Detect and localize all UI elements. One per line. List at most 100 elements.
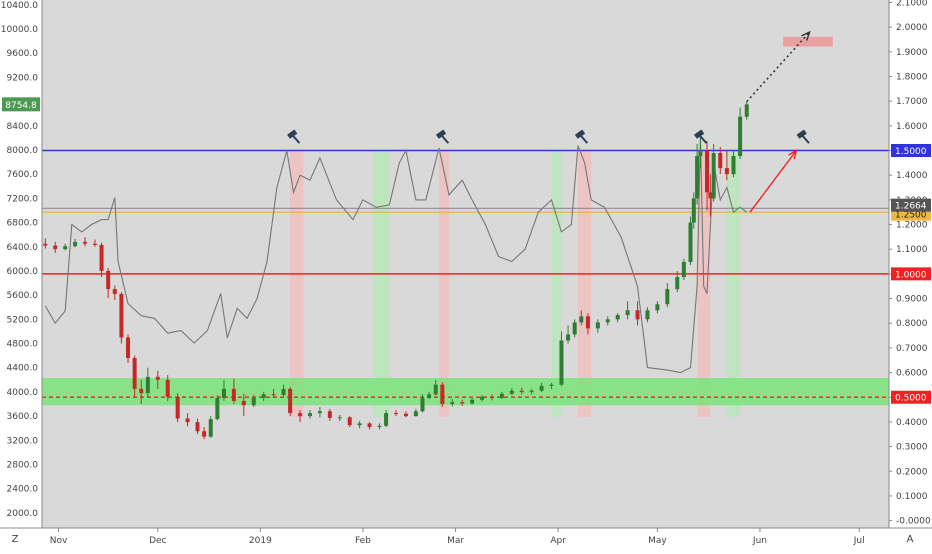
candle-body-29 [288, 388, 293, 414]
left-tick-label: 6000.0 [7, 267, 39, 277]
candle-body-49 [470, 399, 475, 404]
candle-body-20 [208, 419, 213, 437]
candle-body-74 [691, 198, 696, 223]
candle-body-80 [718, 153, 723, 169]
level-tag-bg-3 [891, 390, 931, 404]
hammer-head [287, 129, 298, 139]
left-tick-label: 3600.0 [7, 412, 39, 422]
candle-body-21 [215, 397, 220, 420]
hammer-head [694, 129, 705, 139]
level-tag-label: 1.2664 [895, 202, 927, 212]
right-tick-label: 0.2000 [896, 467, 928, 477]
left-tick-label: 8400.0 [7, 122, 39, 132]
right-tick-label: 0.7000 [896, 344, 928, 354]
candle-body-66 [625, 310, 630, 316]
candle-body-14 [155, 376, 160, 380]
candle-body-18 [195, 422, 200, 432]
hammer-icon [694, 129, 708, 144]
left-tick-label: 4800.0 [7, 340, 39, 350]
right-tick-label: 0.1000 [896, 492, 928, 502]
candle-body-48 [460, 402, 465, 404]
right-tick-label: 0.3000 [896, 443, 928, 453]
candle-body-57 [549, 384, 554, 386]
hammer-head [435, 129, 447, 139]
candle-body-81 [724, 168, 729, 175]
candle-body-17 [185, 418, 190, 423]
plot-background [42, 0, 889, 528]
candle-body-8 [112, 289, 117, 294]
right-tick-label: 0.9000 [896, 295, 928, 305]
vertical-band-1 [372, 150, 390, 417]
candle-body-52 [499, 393, 504, 398]
time-axis[interactable]: Nov Dec 2019 Feb Mar Apr May Jun Jul [0, 527, 932, 550]
hammer-handle [801, 134, 810, 144]
target-zone [783, 36, 833, 47]
candle-body-16 [175, 396, 180, 419]
candle-body-5 [92, 243, 97, 245]
candle-body-62 [585, 316, 590, 329]
candle-body-28 [281, 388, 286, 395]
candle-body-55 [529, 390, 534, 392]
x-tick-label: 2019 [249, 536, 272, 546]
left-price-axis[interactable]: 10400.010000.09600.09200.08800.08400.080… [0, 0, 43, 528]
arrow-line-1 [749, 150, 797, 213]
candle-body-6 [99, 244, 104, 271]
left-tick-label: 7200.0 [7, 194, 39, 204]
left-tick-label: 5600.0 [7, 291, 39, 301]
hammer-head [796, 129, 807, 139]
right-tick-label: 1.8000 [896, 72, 928, 82]
candle-body-82 [731, 156, 736, 175]
candle-body-76 [698, 149, 703, 157]
candle-body-75 [695, 156, 700, 199]
candle-body-73 [688, 222, 693, 262]
vertical-band-0 [290, 150, 304, 417]
last-price-label: 8754.8 [5, 101, 37, 111]
candle-body-4 [83, 241, 88, 244]
candle-body-38 [377, 425, 382, 427]
arrow-line-0 [746, 31, 811, 103]
right-tick-label: 0.6000 [896, 369, 928, 379]
corner-label-right[interactable]: A [907, 534, 914, 545]
level-tag-bg-2 [891, 267, 931, 281]
level-tag-bg-0 [891, 144, 931, 158]
left-tick-label: 10000.0 [1, 25, 38, 35]
candle-body-63 [595, 322, 600, 329]
corner-label-left[interactable]: Z [12, 534, 19, 545]
right-tick-label: 1.1000 [896, 245, 928, 255]
x-tick-label: Apr [550, 536, 566, 546]
candle-body-36 [357, 423, 362, 426]
candle-body-0 [43, 243, 48, 246]
candle-body-79 [711, 153, 716, 199]
vertical-bands [290, 150, 741, 417]
left-tick-label: 5200.0 [7, 315, 39, 325]
x-tick-label: Dec [149, 536, 166, 546]
candle-body-68 [645, 310, 650, 320]
oscillator-polyline [44, 138, 748, 374]
candle-body-10 [126, 337, 131, 359]
x-tick-label: Mar [447, 536, 464, 546]
candle-body-45 [433, 384, 438, 395]
candle-body-39 [384, 413, 389, 426]
arrow-head-1 [788, 149, 798, 160]
candle-body-47 [450, 402, 455, 405]
oscillator-line [44, 138, 748, 374]
candle-body-35 [347, 417, 352, 426]
candle-body-83 [738, 116, 743, 157]
level-tag-label: 1.5000 [895, 147, 927, 157]
x-tick-label: Feb [355, 536, 371, 546]
hammer-handle [291, 134, 301, 144]
candle-body-27 [271, 394, 276, 396]
candle-body-46 [440, 384, 445, 405]
candle-body-31 [307, 413, 312, 417]
left-tick-label: 10400.0 [1, 1, 38, 11]
right-ratio-axis[interactable]: 2.1000 2.0000 1.9000 1.8000 1.7000 1.6000 1.50… [888, 0, 932, 528]
right-tick-label: 1.7000 [896, 97, 928, 107]
candle-body-12 [139, 388, 144, 394]
hammer-icon [287, 129, 301, 144]
hammer-handle [698, 134, 708, 144]
candle-body-33 [327, 411, 332, 418]
candle-body-40 [394, 413, 399, 415]
candle-body-51 [489, 396, 494, 398]
